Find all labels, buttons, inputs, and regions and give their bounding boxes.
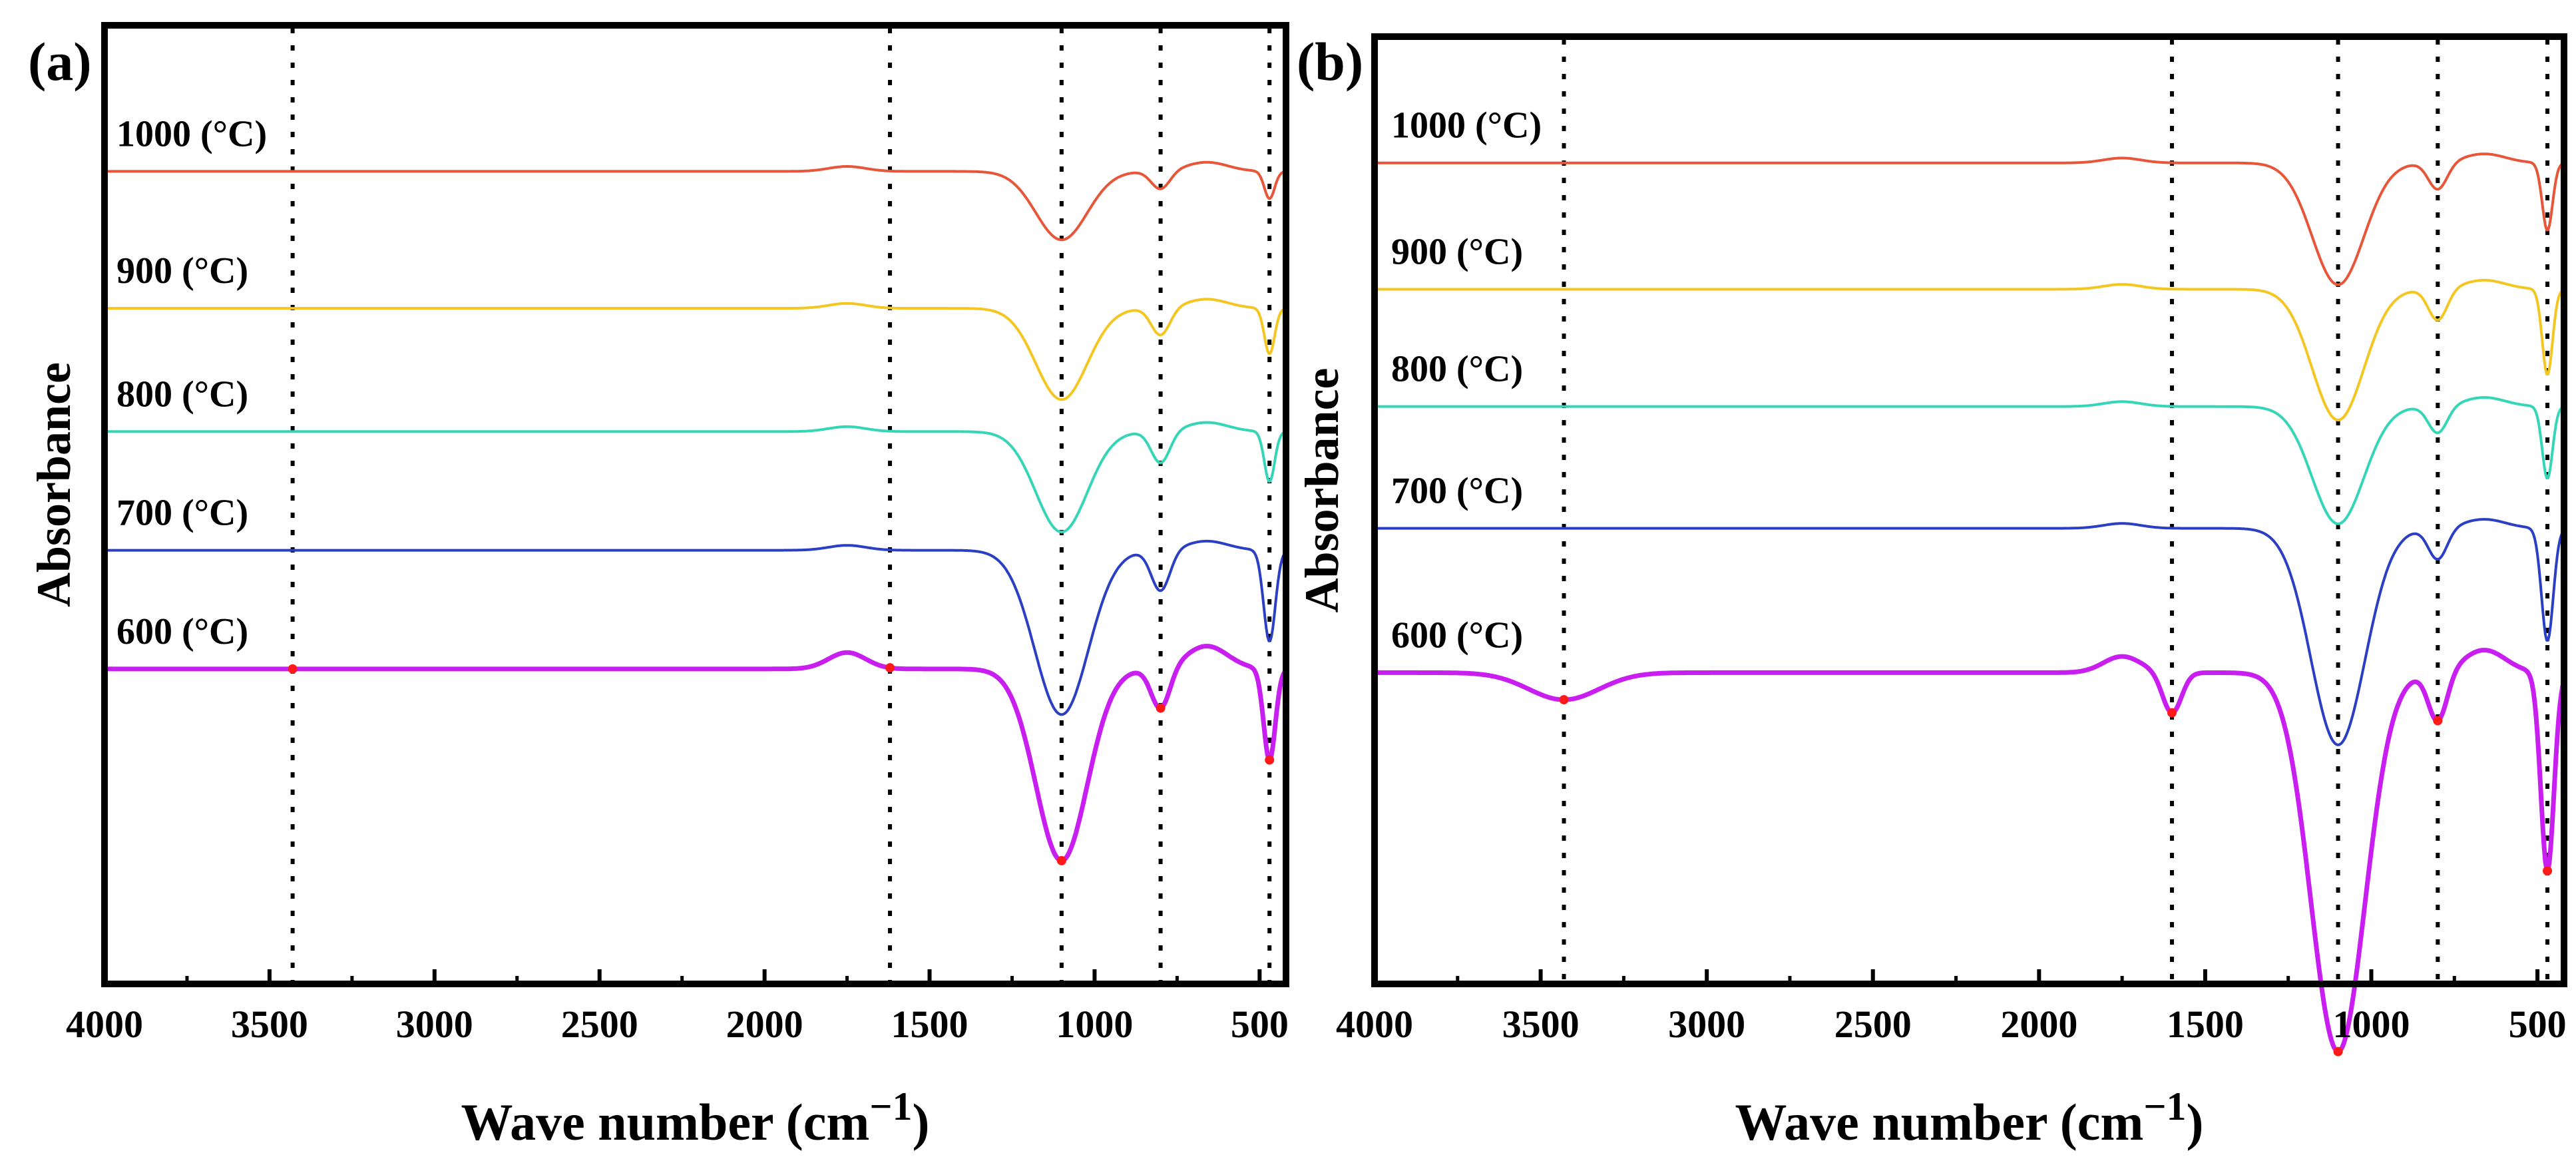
x-tick-label: 3500 bbox=[231, 1003, 308, 1046]
x-tick-label: 3000 bbox=[1668, 1003, 1745, 1046]
series-line-700C bbox=[105, 539, 1287, 716]
peak-marker-470 bbox=[1265, 755, 1275, 765]
peak-marker-3430 bbox=[288, 664, 298, 674]
plot-frame bbox=[101, 22, 1289, 987]
x-axis-label: Wave number (cm−1) bbox=[461, 1084, 929, 1151]
x-tick-label: 2000 bbox=[2000, 1003, 2077, 1046]
series-label: 1000 (°C) bbox=[1391, 105, 1542, 146]
x-tick-label: 1500 bbox=[2167, 1003, 2244, 1046]
panel-b: 1000 (°C) 900 (°C) 800 (°C) 700 (°C) 600 (°C… bbox=[1295, 31, 2567, 1151]
peak-marker-1620 bbox=[885, 663, 895, 673]
series-label: 600 (°C) bbox=[1391, 614, 1523, 656]
x-tick-label: 500 bbox=[2509, 1003, 2567, 1046]
peak-marker-470 bbox=[2543, 866, 2553, 876]
peak-marker-800 bbox=[2433, 716, 2443, 726]
x-tick-label: 3000 bbox=[396, 1003, 473, 1046]
series-line-900C bbox=[1375, 278, 2565, 421]
peak-marker-1100 bbox=[1056, 855, 1066, 865]
x-tick-label: 2500 bbox=[1834, 1003, 1912, 1046]
series-label: 800 (°C) bbox=[116, 373, 248, 415]
series-label: 800 (°C) bbox=[1391, 349, 1523, 390]
peak-marker-3430 bbox=[1559, 695, 1569, 705]
panel-label: (b) bbox=[1297, 31, 1363, 92]
series-label: 600 (°C) bbox=[116, 611, 248, 652]
peak-marker-1100 bbox=[2333, 1047, 2343, 1056]
series-label: 700 (°C) bbox=[1391, 471, 1523, 512]
series-line-600C bbox=[103, 644, 1288, 863]
series-line-800C bbox=[105, 421, 1287, 534]
series-line-700C bbox=[1375, 518, 2565, 746]
peak-marker-1600 bbox=[2167, 708, 2177, 718]
peak-marker-800 bbox=[1156, 703, 1166, 713]
x-tick-label: 2500 bbox=[561, 1003, 638, 1046]
y-axis-label: Absorbance bbox=[27, 362, 81, 607]
x-tick-label: 1500 bbox=[891, 1003, 968, 1046]
series-line-1000C bbox=[105, 160, 1287, 242]
series-label: 1000 (°C) bbox=[116, 113, 267, 154]
x-tick-label: 1000 bbox=[2332, 1003, 2410, 1046]
x-tick-label: 3500 bbox=[1502, 1003, 1580, 1046]
series-line-1000C bbox=[1375, 152, 2565, 286]
series-label: 900 (°C) bbox=[1391, 231, 1523, 272]
x-tick-label: 4000 bbox=[1336, 1003, 1413, 1046]
x-tick-label: 500 bbox=[1231, 1003, 1289, 1046]
series-line-800C bbox=[1375, 396, 2565, 525]
x-tick-label: 1000 bbox=[1056, 1003, 1133, 1046]
series-line-900C bbox=[105, 298, 1287, 401]
panel-label: (a) bbox=[28, 31, 92, 92]
x-tick-label: 2000 bbox=[726, 1003, 803, 1046]
y-axis-label: Absorbance bbox=[1295, 367, 1349, 612]
panel-a: 1000 (°C) 900 (°C) 800 (°C) 700 (°C) 600 (°C… bbox=[27, 22, 1289, 1151]
x-tick-label: 4000 bbox=[66, 1003, 143, 1046]
series-line-600C bbox=[1373, 648, 2567, 1054]
plot-frame bbox=[1371, 33, 2567, 987]
series-label: 900 (°C) bbox=[116, 250, 248, 292]
series-label: 700 (°C) bbox=[116, 493, 248, 534]
x-axis-label: Wave number (cm−1) bbox=[1735, 1084, 2203, 1151]
